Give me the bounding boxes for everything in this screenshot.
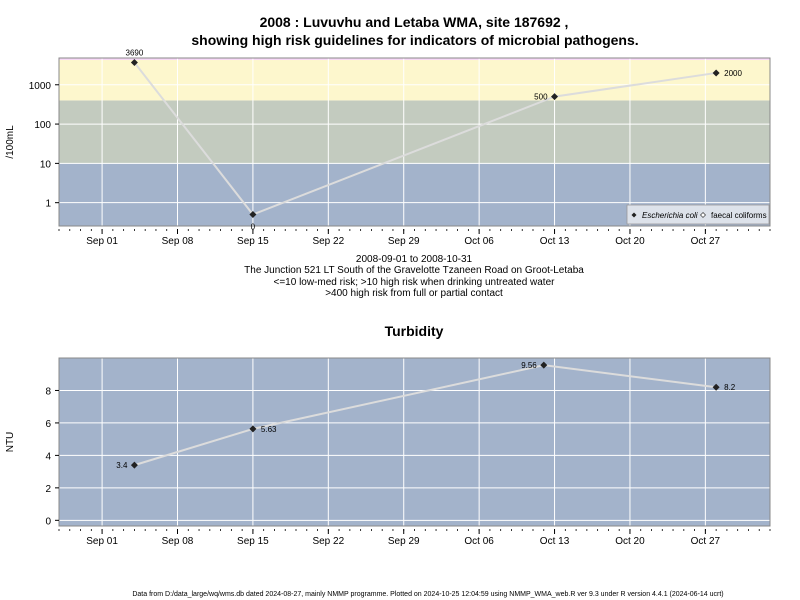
series-line — [133, 61, 717, 216]
x-tick-label: Oct 06 — [464, 536, 494, 547]
turbidity-y-axis: 0 2 4 6 8 — [45, 386, 59, 527]
data-label: 3690 — [126, 48, 144, 57]
data-label: 9.56 — [521, 361, 537, 370]
data-point — [712, 69, 720, 77]
y-tick-label: 1 — [45, 199, 51, 210]
figure-title-line2: showing high risk guidelines for indicat… — [191, 32, 638, 48]
turbidity-grid — [59, 358, 770, 526]
x-tick-label: Sep 08 — [162, 536, 194, 547]
guideline-caption-1: <=10 low-med risk; >10 high risk when dr… — [274, 277, 556, 288]
legend-marker-ecoli — [631, 212, 637, 218]
data-point — [712, 383, 720, 391]
y-tick-label: 8 — [45, 386, 51, 397]
turbidity-plot-bg — [59, 358, 770, 526]
ecoli-series: 3690 0 500 2000 — [126, 48, 743, 231]
ecoli-y-axis: 1 10 100 1000 — [29, 81, 59, 210]
x-tick-label: Sep 08 — [162, 236, 194, 247]
x-tick-label: Sep 22 — [312, 236, 344, 247]
turbidity-series: 3.4 5.63 9.56 8.2 — [116, 361, 736, 470]
guideline-caption-2: >400 high risk from full or partial cont… — [325, 288, 503, 299]
legend-label-faecal: faecal coliforms — [711, 211, 767, 220]
legend-box — [626, 204, 770, 225]
y-tick-label: 0 — [45, 516, 51, 527]
data-point — [130, 58, 138, 66]
ecoli-legend[interactable]: Escherichia coli faecal coliforms — [626, 204, 770, 225]
band-med — [59, 100, 770, 164]
x-tick-label: Sep 29 — [388, 536, 420, 547]
ecoli-x-axis: Sep 01 Sep 08 Sep 15 Sep 22 Sep 29 Oct 06 Oct … — [58, 229, 771, 247]
data-label: 3.4 — [116, 461, 128, 470]
x-tick-label: Sep 15 — [237, 236, 269, 247]
data-point — [551, 93, 559, 101]
y-tick-label: 2 — [45, 484, 51, 495]
x-tick-label: Oct 20 — [615, 536, 645, 547]
band-top — [59, 58, 770, 60]
data-label: 5.63 — [261, 425, 277, 434]
x-tick-label: Sep 01 — [86, 536, 118, 547]
turbidity-x-axis: Sep 01 Sep 08 Sep 15 Sep 22 Sep 29 Oct 06 Oct … — [58, 529, 771, 547]
data-point — [249, 211, 257, 219]
data-point — [249, 425, 257, 433]
legend-label-ecoli: Escherichia coli — [642, 211, 698, 220]
y-tick-label: 100 — [34, 120, 51, 131]
legend-marker-faecal — [700, 212, 706, 218]
y-tick-label: 10 — [40, 159, 52, 170]
figure-title-line1: 2008 : Luvuvhu and Letaba WMA, site 1876… — [260, 14, 569, 30]
ecoli-panel: 1 10 100 1000 Sep 01 Sep 08 Sep 15 Sep 22 Sep 2… — [5, 48, 771, 247]
data-label: 500 — [534, 93, 548, 102]
data-point — [540, 361, 548, 369]
footer-note: Data from D:/data_large/wq/wms.db dated … — [132, 591, 723, 598]
ecoli-y-axis-label: /100mL — [5, 125, 16, 159]
x-tick-label: Sep 29 — [388, 236, 420, 247]
x-tick-label: Oct 27 — [691, 536, 721, 547]
ecoli-panel-frame — [58, 57, 771, 227]
data-point — [130, 461, 138, 469]
turbidity-y-axis-label: NTU — [5, 432, 16, 453]
x-tick-label: Sep 22 — [312, 536, 344, 547]
x-tick-label: Oct 13 — [540, 536, 570, 547]
series-line — [134, 364, 717, 467]
turbidity-panel: 0 2 4 6 8 Sep 01 Sep 08 Sep 15 Sep 22 Sep 29 Oct … — [5, 357, 771, 547]
location-caption: The Junction 521 LT South of the Gravelo… — [244, 265, 584, 276]
data-label: 0 — [251, 223, 256, 232]
x-tick-label: Oct 06 — [464, 236, 494, 247]
x-tick-label: Sep 15 — [237, 536, 269, 547]
x-tick-label: Sep 01 — [86, 236, 118, 247]
y-tick-label: 1000 — [29, 81, 52, 92]
date-range-caption: 2008-09-01 to 2008-10-31 — [356, 254, 473, 265]
data-label: 2000 — [724, 69, 742, 78]
x-tick-label: Oct 27 — [691, 236, 721, 247]
turbidity-panel-frame — [58, 357, 771, 527]
x-tick-label: Oct 20 — [615, 236, 645, 247]
data-label: 8.2 — [724, 383, 736, 392]
x-tick-label: Oct 13 — [540, 236, 570, 247]
turbidity-title: Turbidity — [385, 323, 444, 339]
y-tick-label: 6 — [45, 419, 51, 430]
y-tick-label: 4 — [45, 451, 51, 462]
